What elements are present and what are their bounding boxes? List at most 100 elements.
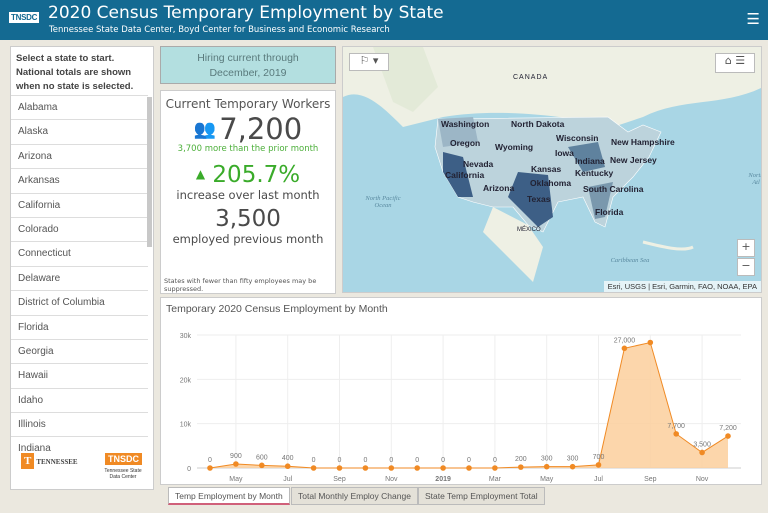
data-point[interactable] xyxy=(259,462,265,469)
state-item[interactable]: Colorado xyxy=(11,216,148,241)
data-point[interactable] xyxy=(673,431,679,437)
ut-logo: T TENNESSEE xyxy=(21,453,78,469)
data-point[interactable] xyxy=(699,449,705,456)
data-label: 200 xyxy=(515,456,527,463)
state-label: Florida xyxy=(595,207,624,217)
state-label: Texas xyxy=(527,194,551,204)
data-label: 600 xyxy=(256,454,268,461)
up-arrow-icon: ▲ xyxy=(195,167,206,181)
caribbean-islands xyxy=(642,240,694,251)
tab-temp-employment-by-month[interactable]: Temp Employment by Month xyxy=(168,487,290,505)
state-item[interactable]: Arkansas xyxy=(11,168,148,192)
hamburger-icon[interactable]: ☰ xyxy=(746,10,760,28)
scrollbar[interactable] xyxy=(147,97,152,247)
data-point[interactable] xyxy=(595,462,602,468)
state-item[interactable]: Indiana xyxy=(11,436,148,460)
state-item[interactable]: California xyxy=(11,192,148,217)
legend-toggle-button[interactable]: ⚐ ▾ xyxy=(349,53,389,71)
data-point[interactable] xyxy=(336,465,343,471)
state-label: New Jersey xyxy=(610,155,657,165)
state-item[interactable]: Georgia xyxy=(11,338,148,363)
data-label: 0 xyxy=(441,457,445,464)
y-tick-label: 10k xyxy=(180,422,192,429)
state-label: Kansas xyxy=(531,164,562,174)
data-label: 0 xyxy=(338,457,342,464)
label-north-atlantic: North Atl xyxy=(748,172,761,186)
data-label: 3,500 xyxy=(693,441,711,448)
home-list-buttons[interactable]: ⌂ ☰ xyxy=(715,53,755,73)
data-label: 0 xyxy=(389,457,393,464)
data-label: 0 xyxy=(363,457,367,464)
state-item[interactable]: Arizona xyxy=(11,143,148,168)
current-workers: 👥 7,200 xyxy=(161,112,335,146)
data-point[interactable] xyxy=(233,461,239,467)
data-point[interactable] xyxy=(492,465,498,471)
data-point[interactable] xyxy=(518,464,524,470)
data-label: 7,700 xyxy=(667,423,685,430)
state-item[interactable]: Florida xyxy=(11,314,148,339)
state-item[interactable]: Illinois xyxy=(11,412,148,436)
area-fill xyxy=(210,342,728,468)
label-mexico: MÉXICO xyxy=(517,227,541,233)
state-item[interactable]: Hawaii xyxy=(11,363,148,387)
data-point[interactable] xyxy=(310,465,317,471)
midwest-states xyxy=(568,142,605,172)
state-label: Nevada xyxy=(463,159,494,169)
employment-chart[interactable]: 0 10k 20k 30k May Jul Sep Nov 2019 Mar May Jul Sep No… xyxy=(161,298,763,486)
tnsdc-logo: TNSDC xyxy=(9,12,40,23)
state-item[interactable]: Alabama xyxy=(11,95,148,119)
x-tick-label: Jul xyxy=(594,476,603,483)
state-item[interactable]: Alaska xyxy=(11,119,148,143)
tab-total-monthly-employ-change[interactable]: Total Monthly Employ Change xyxy=(291,487,418,505)
state-item[interactable]: Idaho xyxy=(11,387,148,412)
state-item[interactable]: Delaware xyxy=(11,265,148,290)
data-point[interactable] xyxy=(207,465,213,471)
label-north-pacific: North Pacific Ocean xyxy=(365,195,401,209)
zoom-out-button[interactable]: − xyxy=(737,258,755,276)
zoom-in-button[interactable]: + xyxy=(737,239,755,257)
data-point[interactable] xyxy=(647,339,654,346)
data-point[interactable] xyxy=(388,465,395,471)
state-item[interactable]: District of Columbia xyxy=(11,290,148,314)
hiring-status: Hiring current through December, 2019 xyxy=(160,46,336,84)
data-label: 7,200 xyxy=(719,425,737,432)
state-label: Iowa xyxy=(555,148,574,158)
data-point[interactable] xyxy=(414,465,420,471)
southeast-states xyxy=(588,182,613,219)
percent-value: 205.7% xyxy=(212,162,301,188)
data-point[interactable] xyxy=(725,433,731,439)
app-title: 2020 Census Temporary Employment by Stat… xyxy=(48,3,444,23)
x-tick-label: Nov xyxy=(385,476,398,483)
chart-title: Temporary 2020 Census Employment by Mont… xyxy=(166,303,388,315)
data-label: 400 xyxy=(282,455,294,462)
y-tick-label: 0 xyxy=(187,466,191,473)
data-label: 0 xyxy=(208,457,212,464)
data-point[interactable] xyxy=(362,465,369,471)
tab-state-temp-employment-total[interactable]: State Temp Employment Total xyxy=(418,487,545,505)
tnsdc-footer-text: Tennessee State Data Center xyxy=(104,468,142,480)
state-label: New Hampshire xyxy=(611,137,675,147)
data-point[interactable] xyxy=(621,345,628,352)
state-label: South Carolina xyxy=(583,184,644,194)
instructions: Select a state to start. National totals… xyxy=(16,53,134,92)
state-list-panel: Select a state to start. National totals… xyxy=(10,46,154,490)
app-subtitle: Tennessee State Data Center, Boyd Center… xyxy=(49,25,390,35)
data-label: 900 xyxy=(230,453,242,460)
map-view[interactable]: CANADA MÉXICO North Pacific Ocean North … xyxy=(342,46,762,293)
data-point[interactable] xyxy=(466,465,472,471)
data-point[interactable] xyxy=(284,463,291,470)
percent-change: ▲ 205.7% xyxy=(161,162,335,188)
data-point[interactable] xyxy=(440,465,446,471)
state-label: Indiana xyxy=(575,156,605,166)
stats-panel: Current Temporary Workers 👥 7,200 3,700 m… xyxy=(160,90,336,294)
x-tick-label: 2019 xyxy=(435,476,451,483)
data-point[interactable] xyxy=(569,463,576,470)
label-canada: CANADA xyxy=(513,74,549,81)
state-item[interactable]: Connecticut xyxy=(11,241,148,265)
x-tick-label: Sep xyxy=(644,476,657,483)
canada-land xyxy=(343,47,761,127)
data-label: 700 xyxy=(593,454,605,461)
state-label: Kentucky xyxy=(575,168,614,178)
state-label: Oregon xyxy=(450,138,481,148)
data-point[interactable] xyxy=(543,463,550,470)
